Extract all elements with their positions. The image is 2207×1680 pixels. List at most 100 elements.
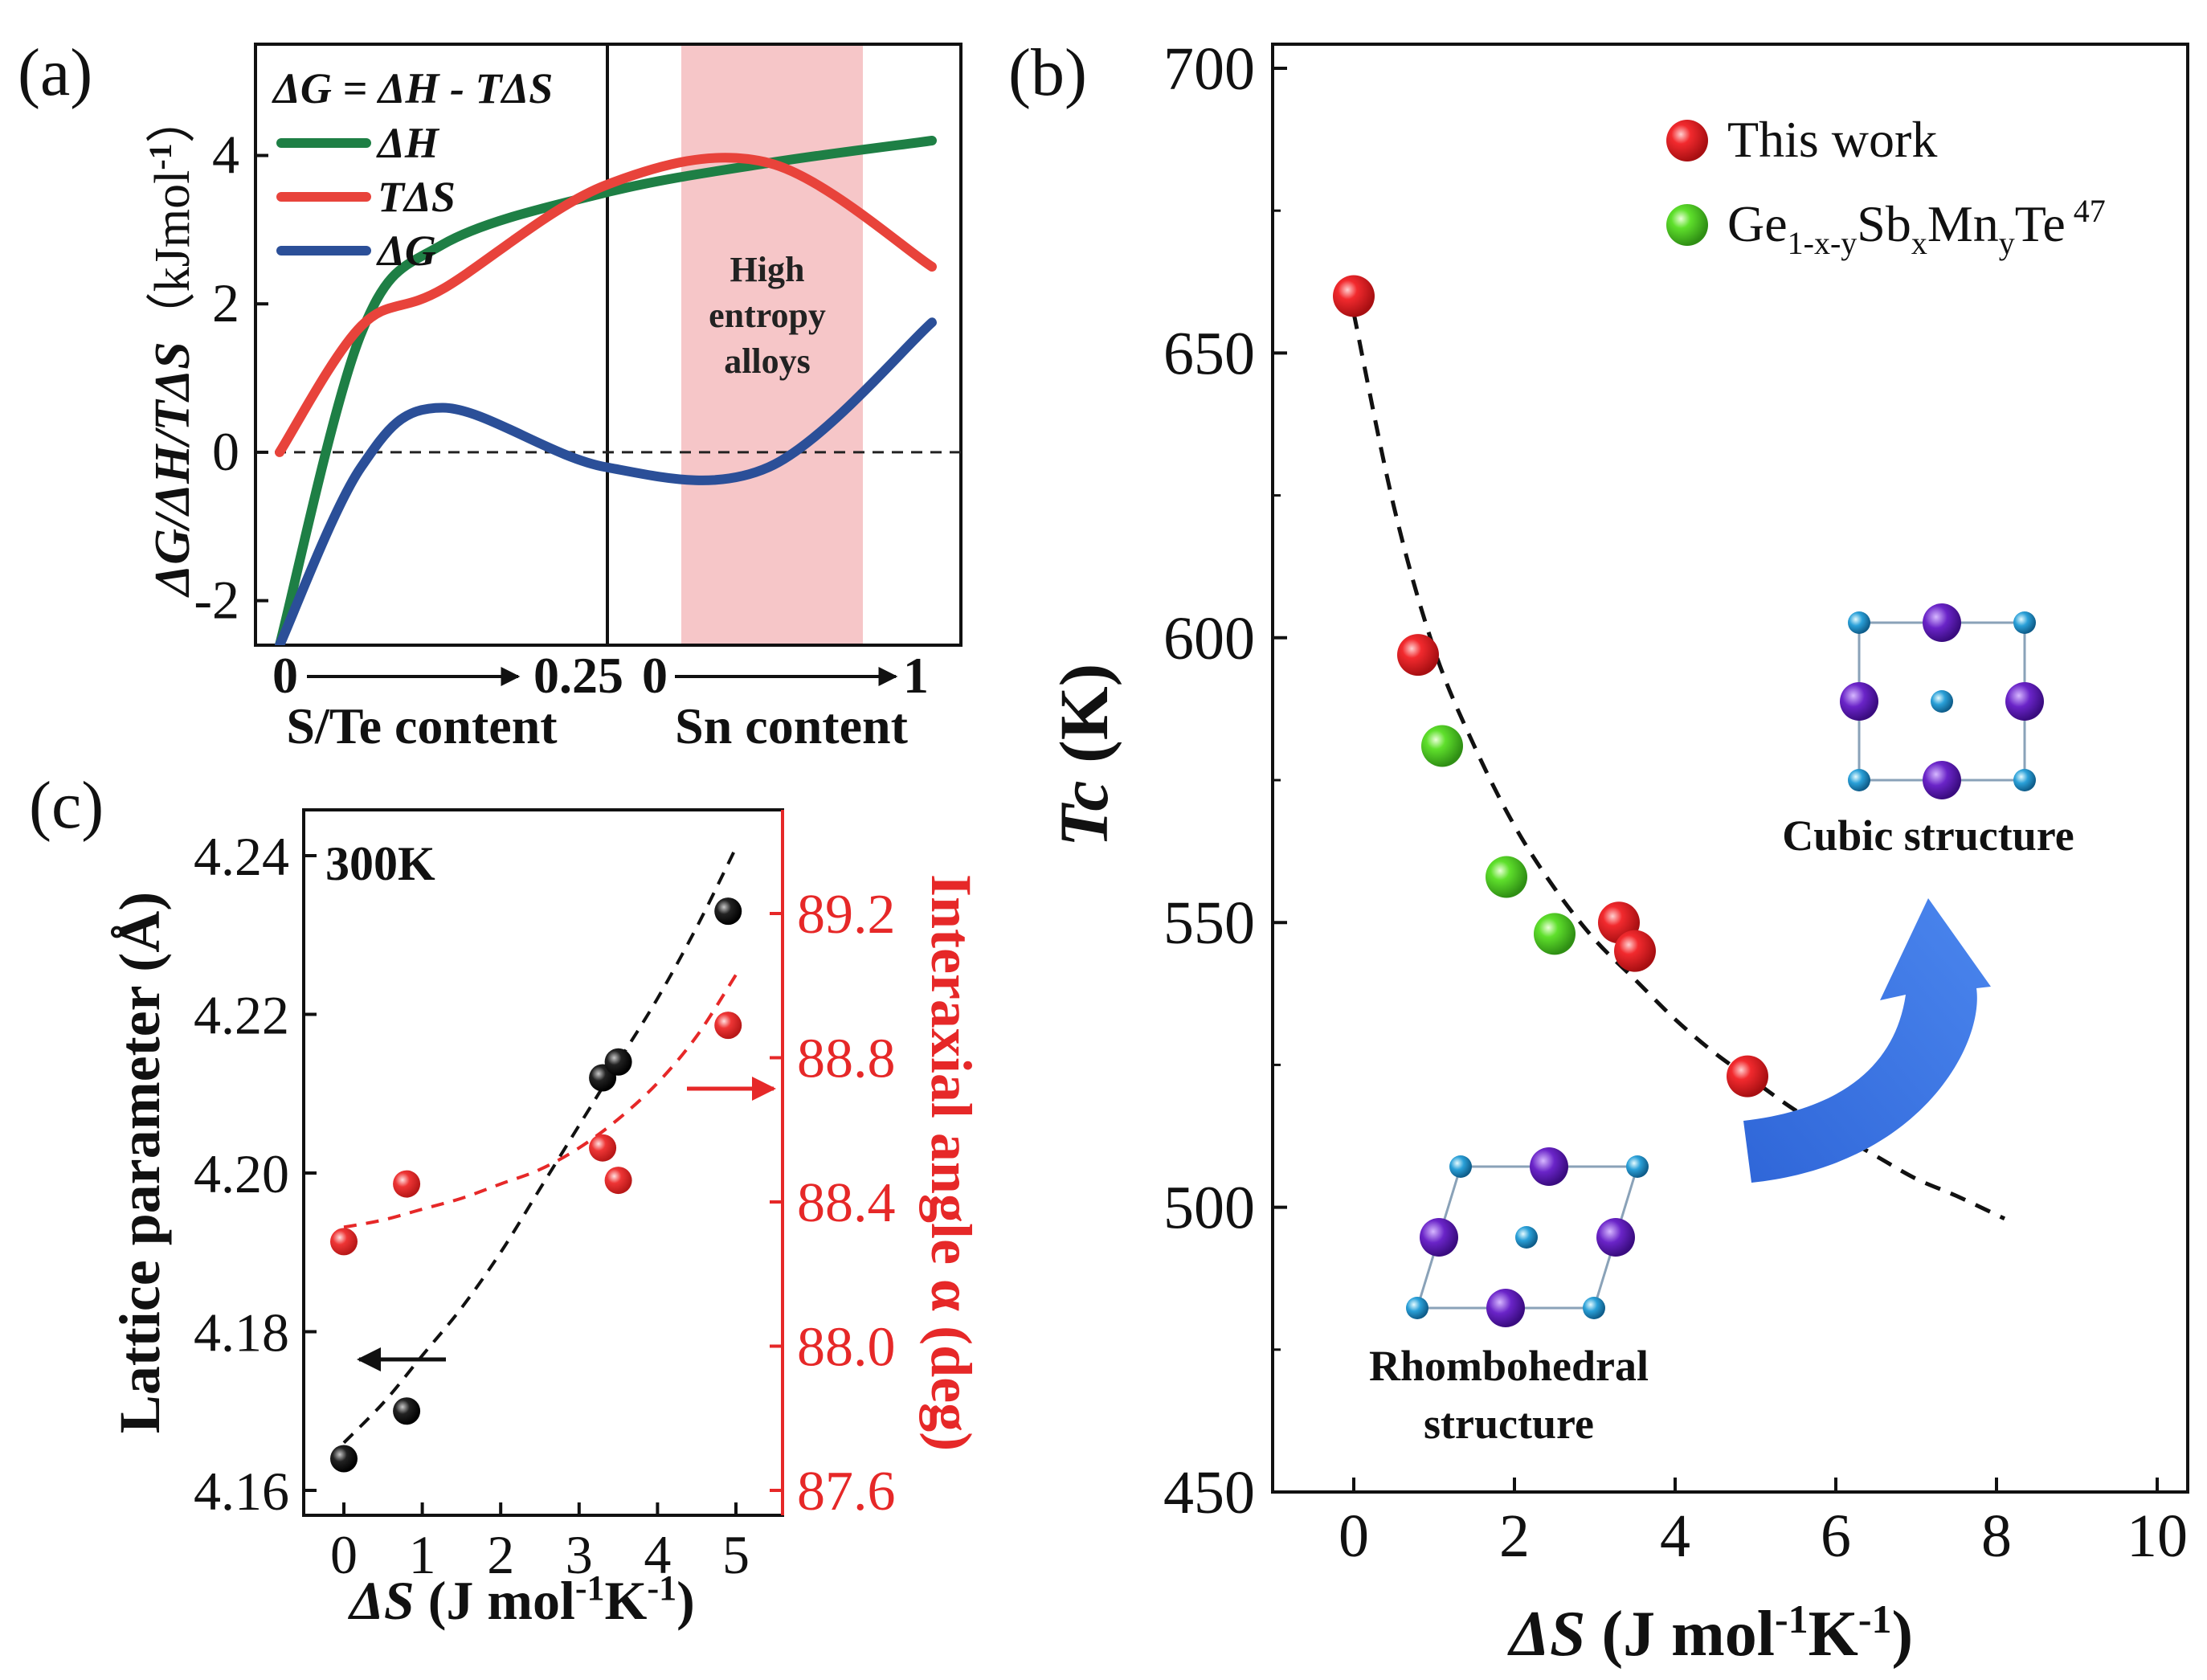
legend-gesbmnte-mn: Mn <box>1927 195 1999 252</box>
point-interaxial-angle <box>393 1170 421 1198</box>
x-title-c-exp2: -1 <box>647 1568 676 1608</box>
legend-label-tds: TΔS <box>378 173 456 221</box>
x-tick-label-b: 8 <box>1981 1502 2012 1570</box>
x-title-b-close: ) <box>1892 1599 1914 1670</box>
x-tick-label-b: 10 <box>2127 1502 2188 1570</box>
x-axis-title-sn: Sn content <box>675 697 909 754</box>
legend-a: ΔG = ΔH - TΔS ΔH TΔS ΔG <box>272 64 553 275</box>
points-c <box>330 897 742 1473</box>
y-ticks-a: -2 0 2 4 <box>194 125 268 631</box>
panel-b: (b) 0 2 4 6 8 10 450 500 550 600 650 700 Cubic stru… <box>1008 35 2189 1670</box>
y-title-b-main: Tc <box>1045 780 1122 847</box>
phase-transition-arrow <box>1743 898 1991 1183</box>
band-label: High entropy alloys <box>709 250 826 381</box>
y-tick-label-b: 700 <box>1163 35 1255 103</box>
band-label-line-1: High <box>730 250 805 289</box>
panel-a: (a) High entropy alloys -2 0 2 4 ΔG = ΔH - … <box>18 35 962 754</box>
panel-c: (c) 0 1 2 3 4 5 4.16 4.18 4.20 4.22 4.24 87.6 88.0 88… <box>29 768 983 1631</box>
legend-b: This work Ge1-x-ySbxMnyTe 47 <box>1666 111 2106 261</box>
point-lattice-parameter <box>604 1048 632 1076</box>
point-lattice-parameter <box>330 1445 358 1473</box>
y-tick-label-c: 4.16 <box>194 1461 289 1522</box>
panel-label-c: (c) <box>29 768 104 843</box>
xseg1-start-label: 0 <box>272 647 298 704</box>
fit-curve-angle <box>343 974 738 1229</box>
x-tick-label-b: 6 <box>1821 1502 1851 1570</box>
high-entropy-band <box>681 44 863 645</box>
xseg2-start-label: 0 <box>642 647 668 704</box>
y2-tick-label-c: 87.6 <box>797 1461 896 1523</box>
x-axis-title-s-te: S/Te content <box>286 697 558 754</box>
curve-a-dh <box>275 136 937 645</box>
legend-title-equation: ΔG = ΔH - TΔS <box>272 64 553 112</box>
x-tick-label-b: 2 <box>1499 1502 1530 1570</box>
legend-label-gesbmnte: Ge1-x-ySbxMnyTe 47 <box>1727 193 2106 261</box>
point-this-work <box>1397 634 1439 676</box>
y-tick-label-b: 550 <box>1163 889 1255 957</box>
x-tick-label-b: 4 <box>1660 1502 1690 1570</box>
band-label-line-3: alloys <box>724 341 811 381</box>
x-title-c-main: ΔS <box>347 1570 414 1631</box>
x-tick-label-c: 3 <box>566 1524 593 1585</box>
fit-curve-b <box>1351 313 2006 1221</box>
y2-tick-label-c: 89.2 <box>797 884 896 946</box>
xseg1-end-label: 0.25 <box>533 647 623 704</box>
x-axis-a: 0 0.25 0 1 S/Te content Sn content <box>272 647 929 754</box>
x-title-c-exp1: -1 <box>575 1568 605 1608</box>
xseg2-end-label: 1 <box>903 647 929 704</box>
x-title-b-unit1: (J mol <box>1601 1599 1775 1670</box>
y-tick-label-a: 4 <box>212 125 239 186</box>
x-title-b-exp1: -1 <box>1775 1596 1809 1641</box>
ticks-b: 0 2 4 6 8 10 450 500 550 600 650 700 <box>1163 35 2188 1570</box>
legend-marker-gesbmnte <box>1666 204 1708 246</box>
y-axis-title-c: Lattice parameter (Å) <box>108 892 172 1433</box>
y-tick-label-b: 450 <box>1163 1459 1255 1527</box>
legend-label-dh: ΔH <box>376 119 440 167</box>
y-tick-label-b: 500 <box>1163 1175 1255 1242</box>
y-title-b-unit: (K) <box>1045 664 1122 763</box>
legend-gesbmnte-ge: Ge <box>1727 195 1788 252</box>
panel-label-b: (b) <box>1008 35 1087 110</box>
y-tick-label-c: 4.24 <box>194 826 289 887</box>
x-title-b-unit2: K <box>1809 1599 1858 1670</box>
panel-label-a: (a) <box>18 35 92 110</box>
x-tick-label-c: 1 <box>409 1524 436 1585</box>
temperature-label: 300K <box>325 837 435 890</box>
y-axis-title-b: Tc (K) <box>1045 664 1122 847</box>
point-interaxial-angle <box>714 1012 742 1040</box>
legend-gesbmnte-ref: 47 <box>2074 193 2106 229</box>
legend-gesbmnte-sub3: y <box>1999 225 2015 261</box>
y2-tick-label-c: 88.8 <box>797 1028 896 1090</box>
curve-a-tds <box>275 153 937 457</box>
point-lattice-parameter <box>714 897 742 926</box>
cubic-structure-icon <box>1840 603 2044 799</box>
y-tick-label-b: 600 <box>1163 605 1255 672</box>
x-tick-label-c: 2 <box>487 1524 514 1585</box>
points-b <box>1333 275 1768 1098</box>
x-tick-label-c: 5 <box>722 1524 750 1585</box>
x-title-b-exp2: -1 <box>1858 1596 1892 1641</box>
x-title-b-main: ΔS <box>1507 1599 1586 1670</box>
y2-tick-label-c: 88.0 <box>797 1317 896 1379</box>
fit-curve-lattice <box>342 847 738 1445</box>
legend-gesbmnte-sub2: x <box>1911 225 1927 261</box>
y-title-a-close: ） <box>145 93 200 143</box>
point-gesbmnte <box>1534 913 1576 955</box>
point-interaxial-angle <box>604 1167 632 1195</box>
y-title-a-unit: （kJmol <box>145 170 200 342</box>
point-gesbmnte <box>1421 725 1463 767</box>
y-tick-label-b: 650 <box>1163 320 1255 387</box>
point-gesbmnte <box>1486 856 1527 898</box>
rhombohedral-label-line-1: Rhombohedral <box>1369 1342 1649 1390</box>
y-axis-title-a: ΔG/ΔH/TΔS（kJmol-1） <box>142 93 201 598</box>
y2-axis-title-c: Interaxial angle α (deg) <box>919 874 983 1451</box>
legend-gesbmnte-sub1: 1-x-y <box>1788 225 1858 261</box>
y-tick-label-c: 4.20 <box>194 1143 289 1204</box>
legend-label-this-work: This work <box>1727 111 1937 168</box>
y-tick-label-a: 0 <box>212 421 239 482</box>
x-axis-title-c: ΔS (J mol-1K-1) <box>347 1568 695 1632</box>
legend-gesbmnte-te: Te <box>2015 195 2066 252</box>
ticks-c: 0 1 2 3 4 5 4.16 4.18 4.20 4.22 4.24 87.6 88.0 88.4 88… <box>194 810 896 1585</box>
y-tick-label-a: 2 <box>212 272 239 333</box>
